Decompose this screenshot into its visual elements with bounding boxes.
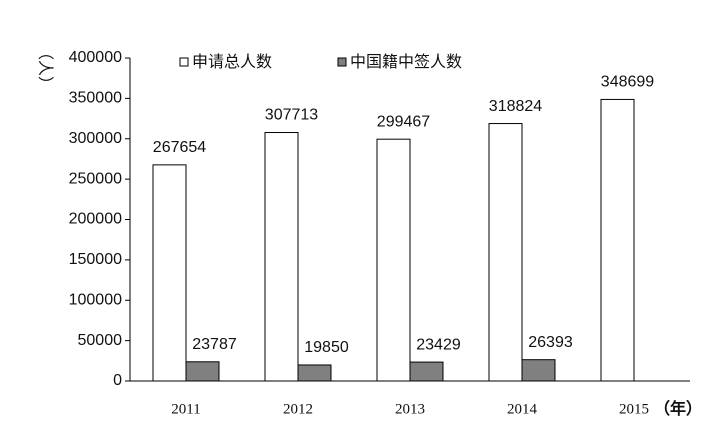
y-tick-label: 50000 [78, 332, 123, 349]
y-axis-label: （人） [36, 44, 54, 92]
bar [521, 359, 556, 382]
legend-swatch [337, 57, 347, 67]
data-label: 307713 [265, 107, 318, 124]
data-label: 26393 [528, 334, 573, 351]
legend-swatch [179, 57, 189, 67]
bar [409, 361, 444, 382]
x-tick-label: 2013 [395, 401, 425, 417]
data-label: 23787 [192, 336, 237, 353]
y-tick-label: 0 [113, 372, 122, 389]
data-label: 299467 [377, 113, 430, 130]
y-tick-label: 300000 [69, 130, 122, 147]
bar [600, 98, 635, 382]
x-tick-label: 2014 [507, 401, 538, 417]
data-label: 19850 [304, 339, 349, 356]
bar [264, 132, 299, 382]
y-tick-label: 150000 [69, 251, 122, 268]
bar [297, 364, 332, 382]
bar [488, 123, 523, 382]
y-tick-label: 400000 [69, 49, 122, 66]
bar [152, 164, 187, 382]
data-label: 318824 [489, 98, 542, 115]
data-label: 23429 [416, 336, 461, 353]
x-tick-label: 2011 [171, 401, 200, 417]
bar [185, 361, 220, 382]
data-label: 267654 [153, 139, 206, 156]
bar [376, 138, 411, 382]
x-axis-label: （年） [654, 399, 702, 418]
y-tick-label: 250000 [69, 170, 122, 187]
y-tick-label: 200000 [69, 211, 122, 228]
data-label: 348699 [601, 74, 654, 91]
legend-label: 中国籍中签人数 [350, 53, 462, 71]
legend-label: 申请总人数 [192, 53, 272, 71]
y-tick-label: 100000 [69, 291, 122, 308]
y-tick-label: 350000 [69, 90, 122, 107]
x-tick-label: 2015 [619, 401, 649, 417]
x-tick-label: 2012 [283, 401, 313, 417]
